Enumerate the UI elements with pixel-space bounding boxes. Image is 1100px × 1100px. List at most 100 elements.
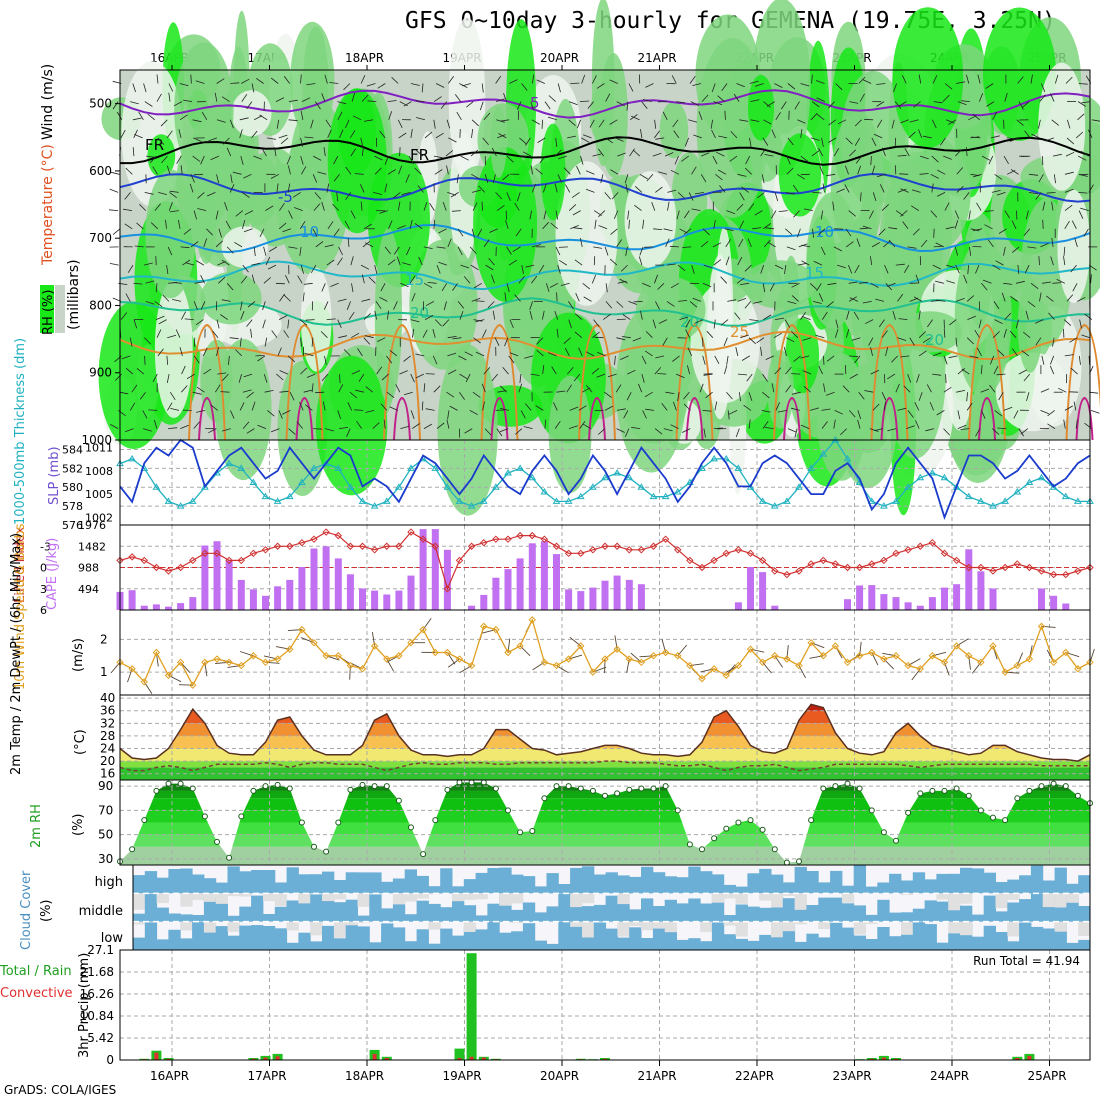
thickness-point xyxy=(819,450,828,457)
wind-barb xyxy=(471,128,474,138)
wind-barb xyxy=(1052,153,1062,157)
wind-barb xyxy=(181,385,188,393)
cloud-cover-cell xyxy=(841,893,855,903)
cloud-cover-cell xyxy=(310,941,323,950)
cloud-cover-cell xyxy=(345,872,358,894)
wind-barb xyxy=(684,137,689,147)
isotherm-line xyxy=(119,172,1091,203)
wind-barb xyxy=(274,147,277,157)
cloud-cover-cell xyxy=(901,912,914,922)
cloud-cover-cell xyxy=(771,874,784,894)
wind-barb xyxy=(144,101,153,107)
wind-barb xyxy=(442,201,447,211)
wind-barb xyxy=(1025,310,1029,320)
cloud-cover-cell xyxy=(487,921,500,950)
cloud-row-label: middle xyxy=(79,904,123,919)
cape-bar xyxy=(274,586,282,610)
wind-barb xyxy=(676,210,680,220)
wind-barb xyxy=(175,329,181,338)
rh-point xyxy=(638,785,645,792)
wind-barb xyxy=(797,228,801,238)
wind-barb xyxy=(907,373,912,383)
wind-barb xyxy=(900,210,908,217)
wind-barb xyxy=(872,192,877,202)
cloud-cover-cell xyxy=(711,874,725,894)
cloud-cover-cell xyxy=(995,882,1008,894)
wind-barb xyxy=(574,259,583,266)
wind-barb xyxy=(285,275,290,284)
cloud-cover-cell xyxy=(333,938,347,950)
wind-barb xyxy=(529,301,533,311)
wind-barb xyxy=(763,223,771,230)
wind-barb xyxy=(433,96,442,102)
rh-region xyxy=(894,136,971,253)
wind-barb xyxy=(326,259,335,266)
temperature-line xyxy=(119,703,1091,762)
wind-barb xyxy=(144,192,154,195)
cloud-cover-cell xyxy=(995,932,1008,950)
wind-barb xyxy=(955,264,960,274)
wind-barb xyxy=(616,301,624,308)
rh-point xyxy=(129,846,136,853)
wind-barb xyxy=(472,391,481,398)
precip-tick-label: 10.84 xyxy=(80,1009,114,1023)
wind-barb xyxy=(1083,228,1089,237)
wind-barb xyxy=(837,119,847,125)
wind-barb xyxy=(1021,155,1031,157)
wind-barb xyxy=(986,101,995,107)
wind-barb xyxy=(424,131,433,139)
wind-barb xyxy=(691,208,701,211)
wind-barb xyxy=(125,167,133,175)
wind-barb xyxy=(858,76,866,84)
pressure-axis-label: (millibars) xyxy=(66,259,82,330)
wind-barb xyxy=(531,119,540,125)
wind-barb xyxy=(609,79,618,84)
wind-barb xyxy=(878,319,885,328)
thickness-point xyxy=(407,464,415,471)
wind-barb xyxy=(1013,410,1019,419)
wind-barb xyxy=(592,75,597,84)
cloud-cover-cell xyxy=(416,893,429,899)
isotherm-line xyxy=(119,260,1091,291)
wind-barb xyxy=(329,82,339,84)
wind-barb xyxy=(666,263,676,266)
wind-barb xyxy=(981,410,986,419)
cloud-cover-cell xyxy=(759,868,772,894)
wind-barb xyxy=(906,425,915,429)
rh-point xyxy=(1062,783,1069,790)
cloud-cover-cell xyxy=(960,905,973,922)
wind-barb xyxy=(289,392,295,401)
wind-speed-point xyxy=(589,668,597,676)
wind-barb xyxy=(373,192,382,195)
wind-barb xyxy=(762,283,766,293)
wind-barb xyxy=(157,348,164,357)
wind-barb xyxy=(800,355,810,359)
wind-barb xyxy=(357,348,363,357)
wind-barb xyxy=(1066,137,1075,145)
cloud-cover-cell xyxy=(889,873,902,894)
wind-barb xyxy=(398,132,407,139)
wind-barb xyxy=(763,239,771,248)
hot-isotherm-loop xyxy=(490,396,509,441)
wind-barb xyxy=(1024,264,1030,274)
wind-barb xyxy=(226,147,232,157)
wind-barb xyxy=(300,367,308,375)
cloud-cover-cell xyxy=(298,874,311,894)
wind-barb xyxy=(544,419,547,429)
rh-region xyxy=(337,88,376,175)
wind-barb xyxy=(300,337,302,347)
wind-barb xyxy=(677,192,686,199)
wind-barb xyxy=(604,391,612,398)
wind-barb xyxy=(920,155,929,160)
wind-barb xyxy=(652,152,662,157)
cape-bar xyxy=(916,605,924,610)
wind-barb xyxy=(911,189,921,193)
wind-barb xyxy=(239,129,243,139)
cloud-cover-cell xyxy=(357,915,370,922)
wind-barb xyxy=(179,347,183,357)
wind-barb xyxy=(918,350,927,357)
wind-barb xyxy=(132,83,136,93)
wind-barb xyxy=(598,225,608,230)
wind-barb xyxy=(932,373,942,376)
wind-barb xyxy=(170,408,180,411)
